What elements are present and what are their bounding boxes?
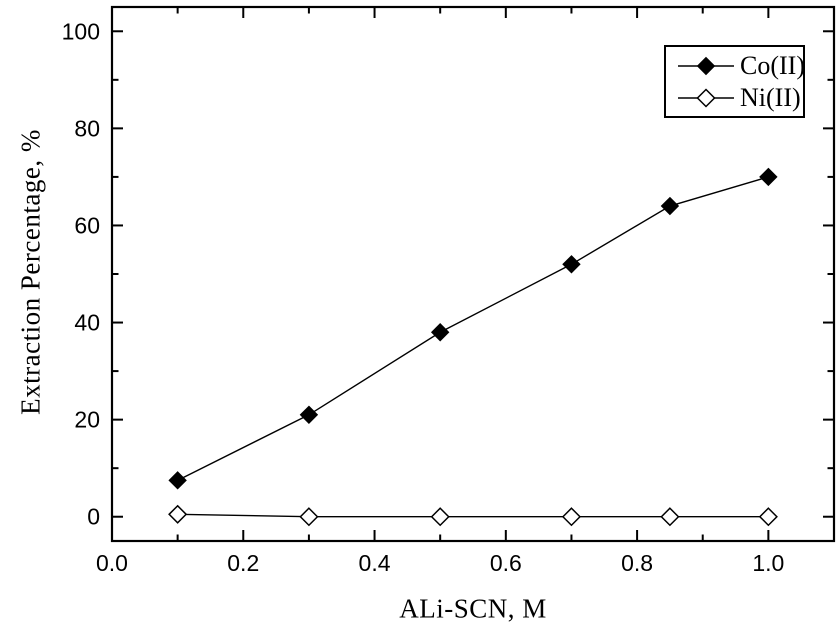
- y-tick-label: 20: [74, 407, 100, 433]
- x-tick-label: 0.2: [227, 550, 259, 576]
- legend-label-co: Co(II): [740, 50, 805, 80]
- x-tick-label: 0.4: [359, 550, 391, 576]
- data-point-ni-ii: [430, 507, 450, 527]
- legend-entry-co: Co(II): [676, 50, 805, 82]
- y-tick-label: 80: [74, 115, 100, 141]
- data-point-ni-ii: [758, 507, 778, 527]
- legend-marker-ni-ii: [696, 87, 716, 108]
- data-point-co-ii: [562, 255, 581, 274]
- x-tick-label: 1.0: [752, 550, 784, 576]
- data-point-ni-ii: [168, 504, 188, 524]
- legend: Co(II) Ni(II): [664, 45, 805, 118]
- y-tick-label: 40: [74, 310, 100, 336]
- filled-diamond-marker-icon: [678, 56, 734, 75]
- y-axis-title: Extraction Percentage, %: [15, 129, 46, 415]
- legend-marker-co-ii: [696, 56, 716, 75]
- open-diamond-marker-icon: [678, 87, 734, 108]
- series-line-co-ii: [177, 176, 769, 481]
- y-tick-label: 100: [62, 18, 100, 44]
- data-point-co-ii: [168, 471, 187, 490]
- x-tick-label: 0.8: [621, 550, 653, 576]
- plot-frame: [110, 5, 836, 543]
- x-tick-label: 0.0: [96, 550, 128, 576]
- y-tick-label: 60: [74, 212, 100, 238]
- data-point-ni-ii: [660, 507, 680, 527]
- data-point-ni-ii: [561, 507, 582, 527]
- series-line-ni-ii: [177, 513, 769, 518]
- x-axis-title: ALi-SCN, M: [399, 593, 547, 624]
- legend-label-ni: Ni(II): [740, 82, 801, 112]
- legend-entry-ni: Ni(II): [676, 82, 803, 114]
- data-point-ni-ii: [299, 507, 319, 527]
- x-tick-label: 0.6: [490, 550, 522, 576]
- y-tick-label: 0: [87, 504, 100, 530]
- data-point-co-ii: [759, 167, 778, 187]
- data-point-co-ii: [660, 196, 680, 216]
- data-point-co-ii: [299, 405, 319, 424]
- data-point-co-ii: [430, 323, 450, 342]
